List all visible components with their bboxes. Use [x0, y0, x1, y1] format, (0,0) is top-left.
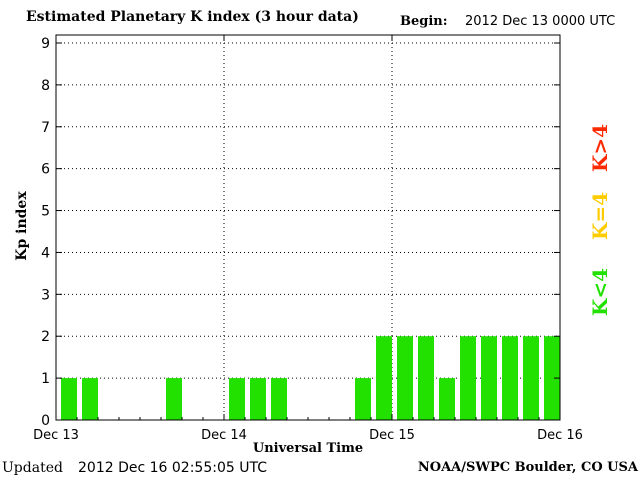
- legend-k-greater-4: K>4: [588, 118, 612, 178]
- kp-bar: [82, 378, 98, 420]
- y-tick-label: 9: [41, 36, 50, 52]
- kp-bar: [460, 336, 476, 420]
- y-tick-label: 4: [41, 245, 50, 261]
- kp-bar: [502, 336, 518, 420]
- y-tick-label: 8: [41, 78, 50, 94]
- kp-bar: [271, 378, 287, 420]
- y-tick-label: 0: [41, 413, 50, 429]
- kp-bar: [397, 336, 413, 420]
- legend-label: K>4: [588, 123, 612, 173]
- y-tick-label: 3: [41, 287, 50, 303]
- kp-bar: [439, 378, 455, 420]
- updated-value: 2012 Dec 16 02:55:05 UTC: [78, 460, 267, 476]
- y-axis: 0 1 2 3 4 5 6 7 8 9: [41, 36, 560, 429]
- begin-label: Begin:: [400, 14, 448, 29]
- kp-bar: [61, 378, 77, 420]
- y-axis-label: Kp index: [14, 191, 30, 261]
- kp-bar: [544, 336, 560, 420]
- y-tick-label: 5: [41, 204, 50, 220]
- x-axis-label: Universal Time: [253, 441, 363, 456]
- bars: [61, 336, 560, 420]
- kp-bar: [481, 336, 497, 420]
- x-axis: Dec 13 Dec 14 Dec 15 Dec 16: [33, 35, 583, 443]
- begin-value: 2012 Dec 13 0000 UTC: [465, 14, 616, 29]
- x-tick-label: Dec 16: [537, 428, 583, 443]
- x-tick-label: Dec 13: [33, 428, 79, 443]
- grid-lines: [56, 35, 560, 420]
- legend-k-equal-4: K=4: [588, 186, 612, 246]
- y-tick-label: 7: [41, 120, 50, 136]
- y-tick-label: 1: [41, 371, 50, 387]
- updated-label: Updated: [2, 460, 63, 476]
- legend-label: K=4: [588, 191, 612, 241]
- kp-bar: [355, 378, 371, 420]
- kp-bar: [166, 378, 182, 420]
- y-tick-label: 6: [41, 162, 50, 178]
- kp-bar: [523, 336, 539, 420]
- chart-title: Estimated Planetary K index (3 hour data…: [26, 9, 359, 25]
- kp-bar: [250, 378, 266, 420]
- kp-bar: [229, 378, 245, 420]
- kp-bar: [418, 336, 434, 420]
- x-tick-label: Dec 14: [201, 428, 247, 443]
- credit-text: NOAA/SWPC Boulder, CO USA: [417, 460, 638, 475]
- legend-k-less-4: K<4: [588, 262, 612, 322]
- legend-label: K<4: [588, 267, 612, 317]
- kp-bar: [376, 336, 392, 420]
- y-tick-label: 2: [41, 329, 50, 345]
- x-tick-label: Dec 15: [369, 428, 415, 443]
